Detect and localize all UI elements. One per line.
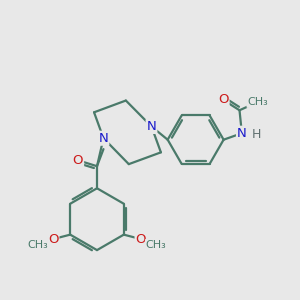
Text: N: N [99,132,108,145]
Text: O: O [48,232,58,246]
Text: CH₃: CH₃ [28,240,48,250]
Text: N: N [237,127,247,140]
Text: N: N [147,120,156,133]
Text: CH₃: CH₃ [146,240,166,250]
Text: O: O [136,232,146,246]
Text: CH₃: CH₃ [248,97,268,107]
Text: O: O [218,93,229,106]
Text: O: O [73,154,83,167]
Text: H: H [251,128,261,141]
